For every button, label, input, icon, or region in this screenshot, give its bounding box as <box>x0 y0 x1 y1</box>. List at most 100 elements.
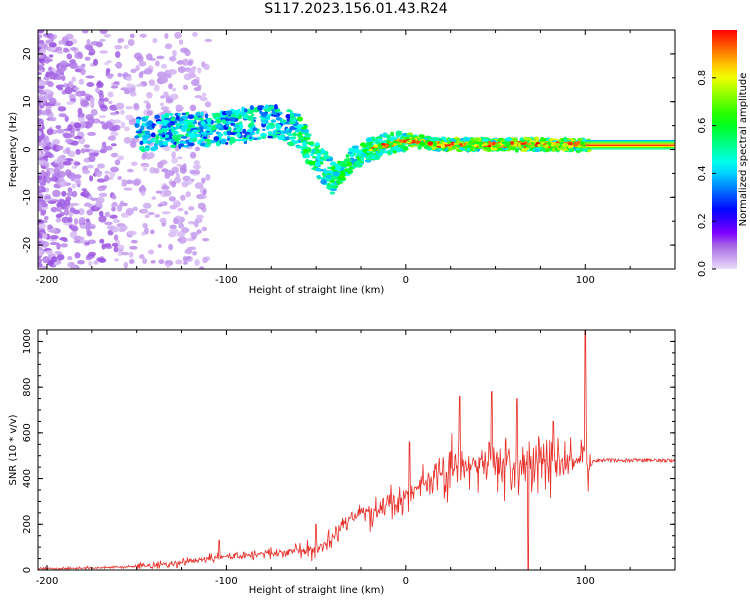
spectral-blob <box>438 141 443 145</box>
spectral-blob <box>64 115 69 122</box>
spectral-blob <box>241 138 247 142</box>
spectral-blob <box>371 155 376 159</box>
spectral-blob <box>243 113 249 119</box>
spectral-blob <box>74 161 81 166</box>
spectral-blob <box>183 261 188 265</box>
spectral-blob <box>302 141 307 147</box>
spectral-blob <box>182 175 191 182</box>
spectral-blob <box>51 67 56 73</box>
spectral-blob <box>38 130 42 137</box>
spectral-blob <box>61 190 67 197</box>
spectral-blob <box>185 132 190 136</box>
spectral-blob <box>244 131 251 135</box>
spectral-blob <box>427 141 434 146</box>
spectral-blob <box>184 210 189 215</box>
spectral-blob <box>229 141 233 145</box>
spectral-blob <box>181 112 187 116</box>
spectral-blob <box>172 50 177 57</box>
spectral-blob <box>74 178 81 185</box>
spectral-blob <box>304 128 309 134</box>
spectral-blob <box>98 115 107 119</box>
spectral-blob <box>161 185 170 190</box>
spectral-blob <box>252 137 259 141</box>
spectral-blob <box>140 184 145 192</box>
spectral-blob <box>86 164 94 169</box>
spectral-blob <box>346 168 354 175</box>
constant-band <box>585 142 675 144</box>
spectral-blob <box>69 207 75 213</box>
spectral-blob <box>319 148 326 154</box>
spectral-blob <box>119 200 125 207</box>
spectral-blob <box>202 256 208 264</box>
spectral-blob <box>158 259 165 265</box>
spectral-blob <box>45 105 53 109</box>
spectral-blob <box>156 71 166 79</box>
spectral-blob <box>40 241 50 248</box>
spectral-blob <box>84 148 90 153</box>
spectral-blob <box>103 97 109 102</box>
spectral-blob <box>323 154 329 160</box>
spectral-blob <box>445 144 452 147</box>
spectral-blob <box>215 141 221 147</box>
spectral-blob <box>59 60 68 66</box>
spectral-blob <box>206 119 212 123</box>
spectral-blob <box>267 124 271 129</box>
spectral-blob <box>141 153 147 160</box>
spectral-blob <box>307 141 315 146</box>
spectral-blob <box>292 140 299 144</box>
spectral-blob <box>552 141 557 146</box>
spectral-blob <box>289 126 296 131</box>
spectral-blob <box>49 229 58 233</box>
spectral-blob <box>167 122 172 128</box>
spectral-blob <box>168 56 177 62</box>
spectral-blob <box>460 147 466 151</box>
spectral-blob <box>157 203 164 207</box>
spectral-blob <box>59 237 68 241</box>
spectral-blob <box>107 135 117 141</box>
spectral-blob <box>104 243 112 248</box>
spectral-blob <box>377 138 382 142</box>
spectral-blob <box>42 155 49 159</box>
spectral-blob <box>120 87 129 91</box>
spectral-blob <box>56 145 64 150</box>
spectral-blob <box>140 164 150 168</box>
spectral-blob <box>229 136 236 142</box>
spectral-blob <box>345 154 350 158</box>
spectral-blob <box>125 179 134 185</box>
spectral-blob <box>237 114 243 119</box>
spectral-blob <box>52 189 61 198</box>
spectral-blob <box>189 104 197 112</box>
spectral-blob <box>98 192 108 198</box>
spectrogram-ytick-label: 10 <box>22 95 33 108</box>
spectral-blob <box>179 166 187 174</box>
spectral-blob <box>381 143 386 146</box>
spectral-blob <box>114 50 121 59</box>
spectral-blob <box>307 147 312 153</box>
spectral-blob <box>42 256 50 264</box>
spectral-blob <box>201 177 206 184</box>
spectral-blob <box>95 41 104 48</box>
spectral-blob <box>68 80 74 88</box>
spectral-blob <box>144 214 150 219</box>
spectral-blob <box>115 102 125 109</box>
spectral-blob <box>562 143 569 147</box>
spectral-blob <box>55 206 62 212</box>
spectral-blob <box>364 155 373 159</box>
spectral-blob <box>61 75 66 82</box>
spectral-blob <box>46 58 53 63</box>
spectral-blob <box>114 258 119 262</box>
spectral-blob <box>514 141 518 145</box>
spectral-blob <box>361 144 367 148</box>
spectral-blob <box>86 230 93 237</box>
spectral-blob <box>314 142 320 147</box>
spectral-blob <box>129 33 135 39</box>
spectral-blob <box>129 245 138 250</box>
spectral-blob <box>135 65 140 72</box>
spectral-blob <box>214 112 222 118</box>
spectral-blob <box>289 113 295 119</box>
spectral-blob <box>184 180 193 185</box>
spectral-blob <box>156 121 163 125</box>
spectral-blob <box>110 131 119 137</box>
spectral-blob <box>47 224 53 230</box>
spectral-blob <box>279 111 283 115</box>
